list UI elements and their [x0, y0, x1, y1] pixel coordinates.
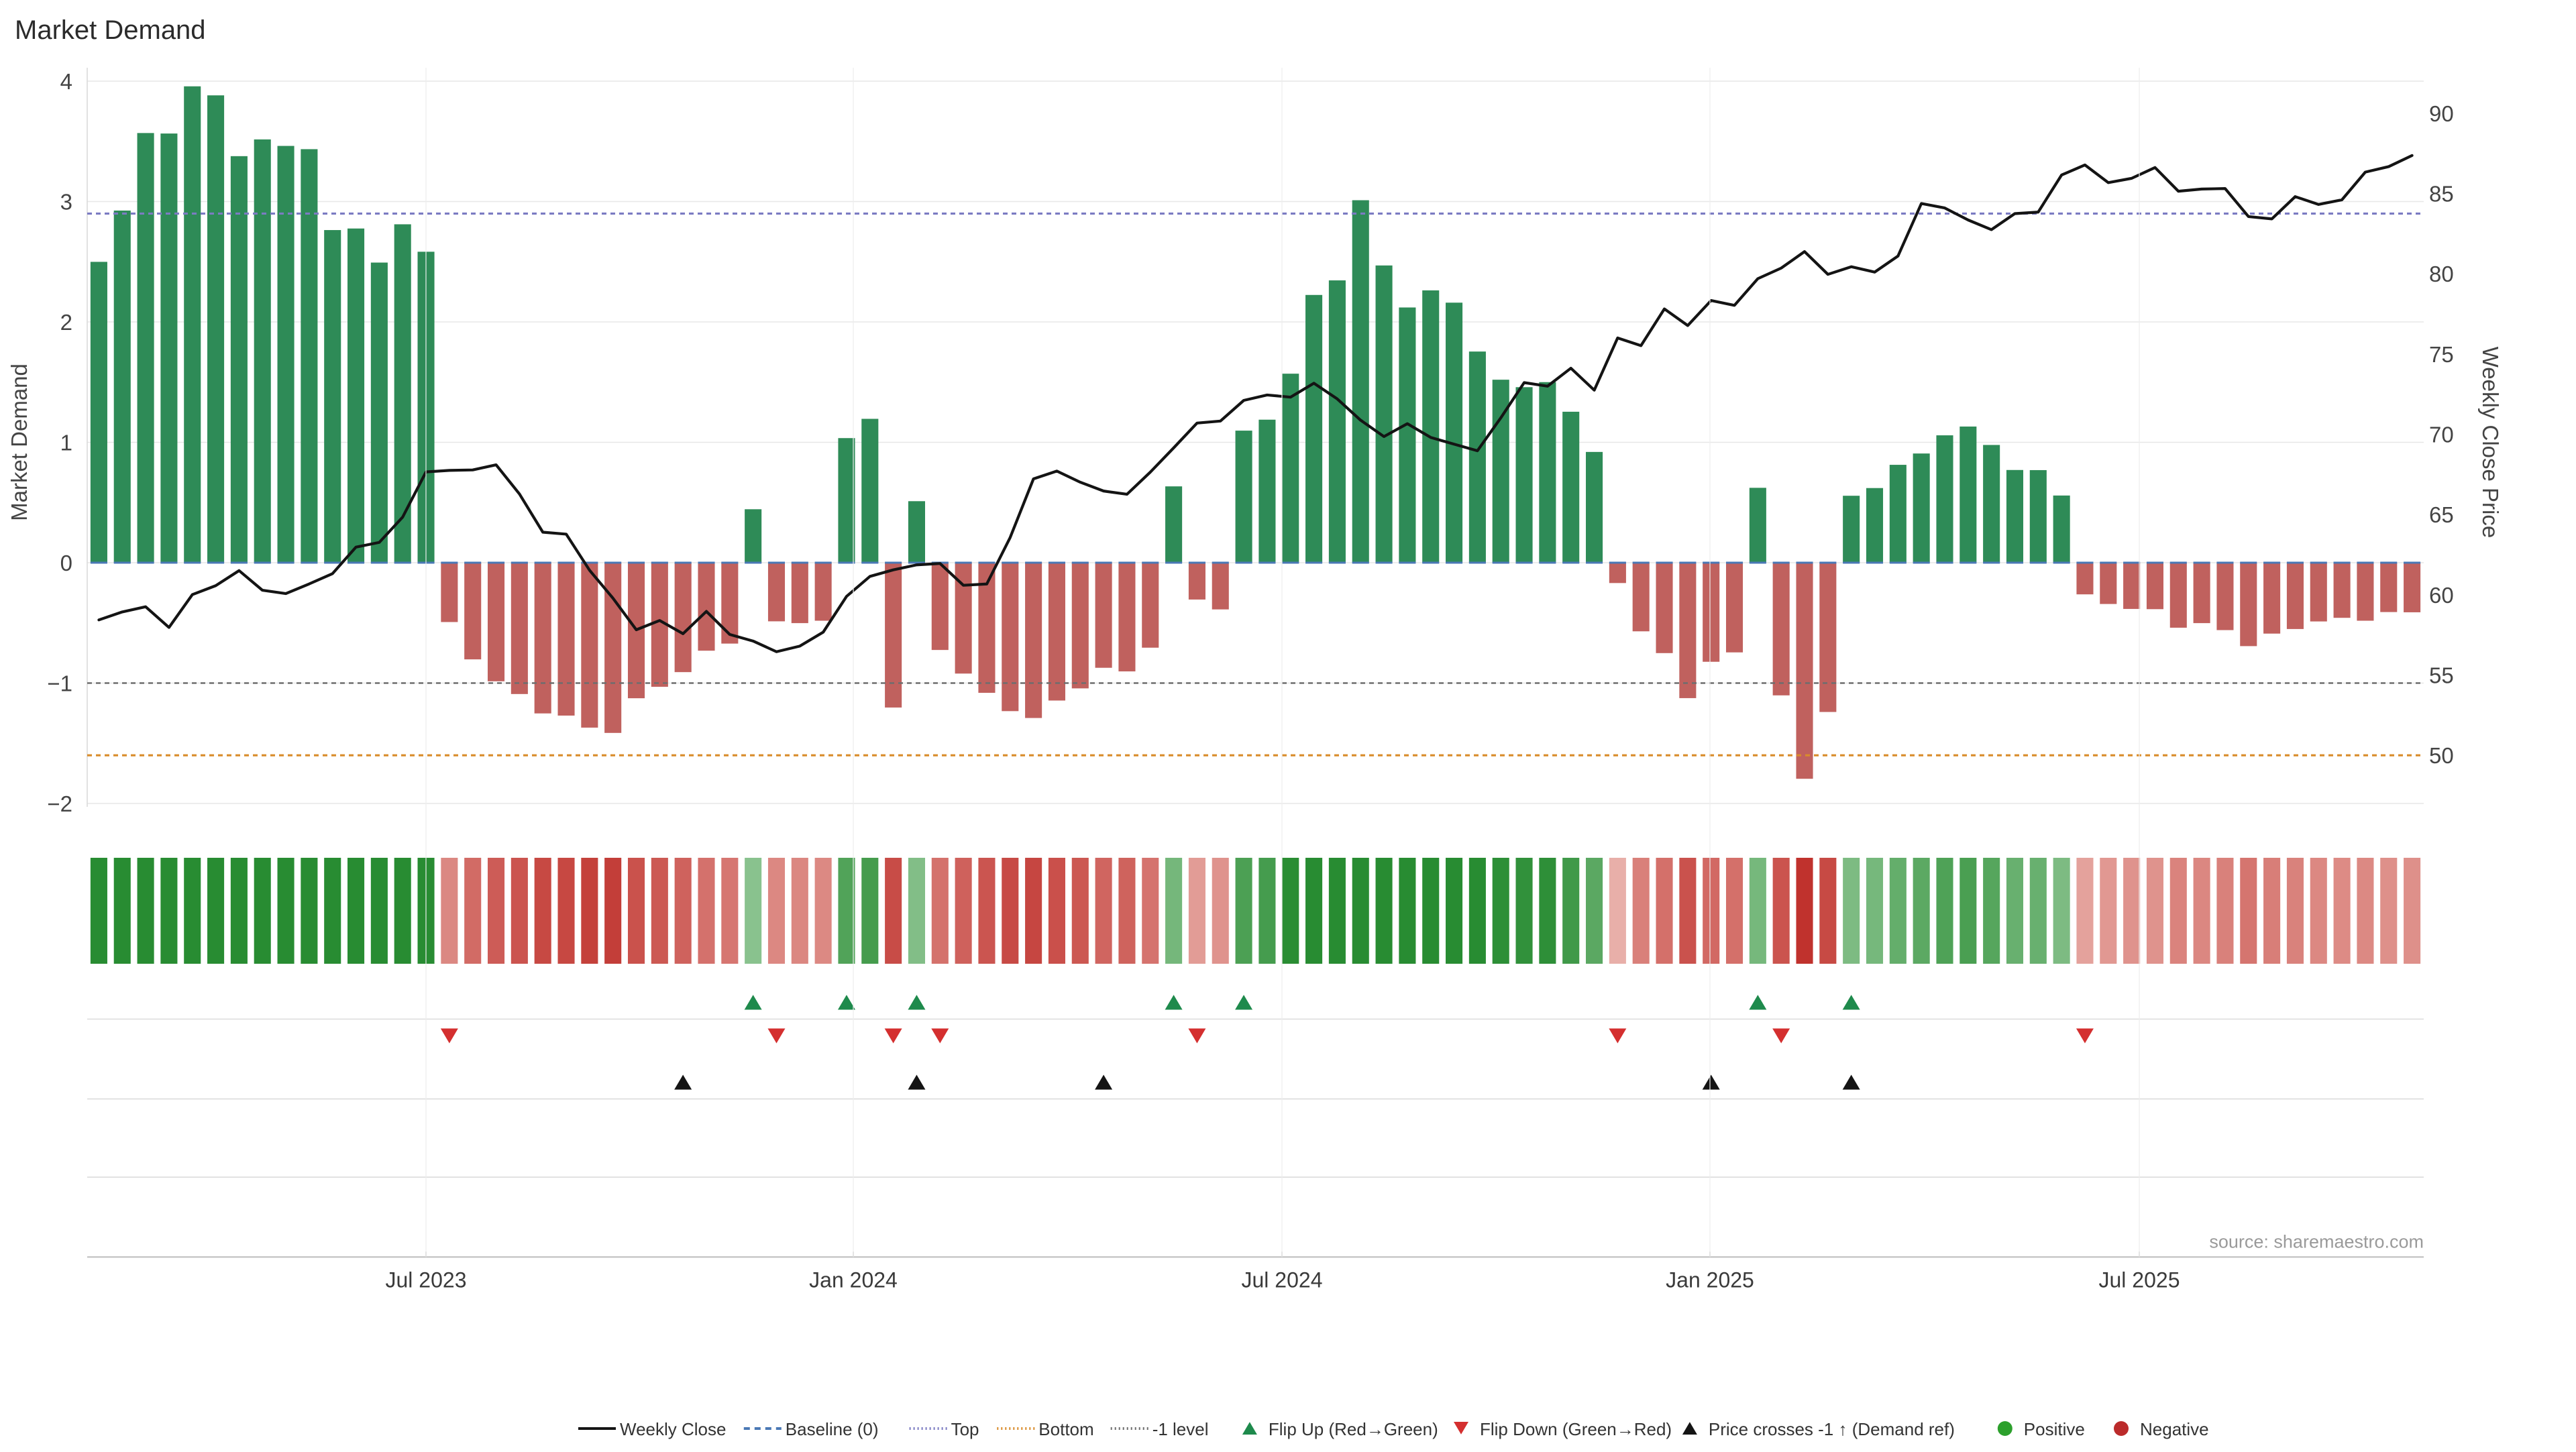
svg-text:60: 60 — [2429, 583, 2454, 608]
svg-text:-1 level: -1 level — [1152, 1419, 1209, 1439]
svg-text:1: 1 — [60, 431, 72, 455]
svg-text:−2: −2 — [47, 791, 72, 816]
svg-text:80: 80 — [2429, 262, 2454, 286]
svg-text:Top: Top — [951, 1419, 979, 1439]
svg-text:source: sharemaestro.com: source: sharemaestro.com — [2209, 1231, 2424, 1251]
svg-text:3: 3 — [60, 190, 72, 215]
svg-text:4: 4 — [60, 69, 72, 94]
svg-text:2: 2 — [60, 310, 72, 335]
svg-text:Jan 2025: Jan 2025 — [1666, 1268, 1754, 1292]
svg-text:90: 90 — [2429, 101, 2454, 126]
svg-text:Weekly Close: Weekly Close — [620, 1419, 726, 1439]
svg-text:Bottom: Bottom — [1038, 1419, 1093, 1439]
svg-text:Flip Down (Green→Red): Flip Down (Green→Red) — [1480, 1419, 1672, 1439]
svg-text:Jan 2024: Jan 2024 — [809, 1268, 898, 1292]
svg-text:50: 50 — [2429, 743, 2454, 768]
svg-text:Market Demand: Market Demand — [7, 364, 32, 521]
svg-text:70: 70 — [2429, 423, 2454, 447]
svg-text:Jul 2025: Jul 2025 — [2099, 1268, 2180, 1292]
svg-text:Baseline (0): Baseline (0) — [786, 1419, 879, 1439]
svg-text:75: 75 — [2429, 342, 2454, 367]
svg-text:Positive: Positive — [2024, 1419, 2085, 1439]
svg-text:−1: −1 — [47, 671, 72, 696]
svg-text:65: 65 — [2429, 502, 2454, 527]
svg-text:Jul 2024: Jul 2024 — [1242, 1268, 1323, 1292]
svg-text:Flip Up (Red→Green): Flip Up (Red→Green) — [1269, 1419, 1438, 1439]
svg-text:Negative: Negative — [2140, 1419, 2209, 1439]
svg-text:85: 85 — [2429, 182, 2454, 207]
svg-text:55: 55 — [2429, 663, 2454, 688]
svg-text:Weekly Close Price: Weekly Close Price — [2478, 347, 2503, 538]
svg-text:Jul 2023: Jul 2023 — [386, 1268, 467, 1292]
svg-text:Market Demand: Market Demand — [15, 15, 206, 45]
svg-text:Price crosses -1 ↑ (Demand ref: Price crosses -1 ↑ (Demand ref) — [1709, 1419, 1955, 1439]
svg-text:0: 0 — [60, 551, 72, 575]
